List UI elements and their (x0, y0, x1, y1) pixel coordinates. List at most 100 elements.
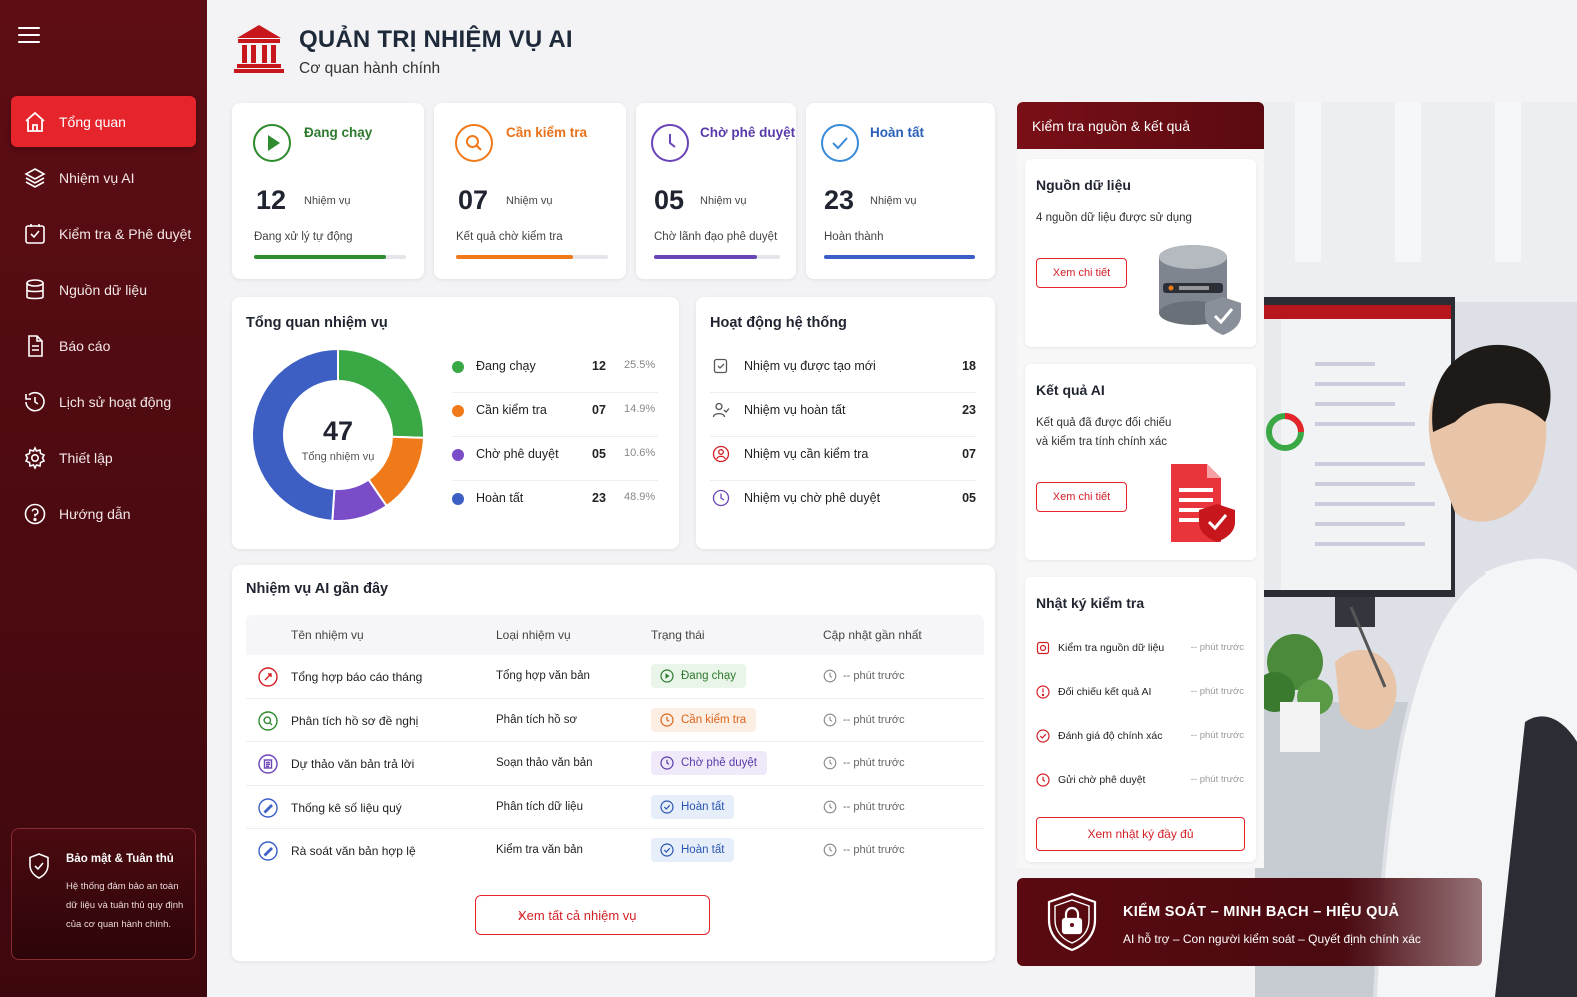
table-row[interactable]: Dự thảo văn bản trả lời Soạn thảo văn bả… (246, 742, 984, 786)
sidebar-item-reports[interactable]: Báo cáo (11, 320, 196, 371)
sidebar-item-data-sources[interactable]: Nguồn dữ liệu (11, 264, 196, 315)
column-header[interactable]: Tên nhiệm vụ (291, 628, 364, 642)
activity-label: Nhiệm vụ hoàn tất (744, 403, 845, 417)
activity-row: Nhiệm vụ chờ phê duyệt 05 (710, 481, 976, 525)
audit-log-label: Đối chiếu kết quả AI (1058, 686, 1151, 698)
activity-label: Nhiệm vụ cần kiểm tra (744, 447, 868, 461)
status-badge: Hoàn tất (651, 838, 734, 862)
audit-log-item[interactable]: Đánh giá độ chính xác -- phút trước (1036, 729, 1244, 773)
report-task-icon (258, 667, 278, 687)
legend-item-running: Đang chạy 12 25.5% (452, 349, 658, 393)
audit-log-item[interactable]: Đối chiếu kết quả AI -- phút trước (1036, 685, 1244, 729)
audit-log-label: Gửi chờ phê duyệt (1058, 774, 1145, 786)
data-source-title: Nguồn dữ liệu (1036, 177, 1131, 193)
shield-icon (28, 853, 50, 879)
office-photo (1255, 102, 1577, 997)
table-row[interactable]: Rà soát văn bản hợp lệ Kiểm tra văn bản … (246, 829, 984, 873)
recent-tasks-card: Nhiệm vụ AI gần đây Tên nhiệm vụ Loại nh… (232, 565, 995, 961)
updated-text: -- phút trước (843, 844, 905, 856)
view-full-log-button[interactable]: Xem nhật ký đầy đủ (1036, 817, 1245, 851)
column-header[interactable]: Trạng thái (651, 628, 705, 642)
updated-text: -- phút trước (843, 757, 905, 769)
column-header[interactable]: Cập nhật gần nhất (823, 628, 922, 642)
legend-percent: 14.9% (624, 403, 655, 415)
table-header: Tên nhiệm vụ Loại nhiệm vụ Trạng thái Cậ… (246, 615, 984, 655)
data-source-detail-button[interactable]: Xem chi tiết (1036, 258, 1127, 288)
menu-icon[interactable] (18, 27, 40, 43)
legend-value: 23 (592, 491, 606, 505)
overview-title: Tổng quan nhiệm vụ (246, 315, 388, 331)
legend-dot (452, 449, 464, 461)
play-icon (252, 123, 292, 163)
stat-card-done[interactable]: Hoàn tất 23 Nhiệm vụ Hoàn thành (806, 103, 995, 279)
lock-shield-icon (1045, 892, 1099, 952)
legend-dot (452, 405, 464, 417)
view-all-tasks-button[interactable]: Xem tất cả nhiệm vụ › (475, 895, 710, 935)
stat-value: 12 (256, 185, 286, 216)
updated-time: -- phút trước (823, 757, 905, 769)
task-type: Kiểm tra văn bản (496, 844, 583, 856)
stat-card-review[interactable]: Cần kiểm tra 07 Nhiệm vụ Kết quả chờ kiể… (434, 103, 626, 279)
updated-text: -- phút trước (843, 714, 905, 726)
stat-card-running[interactable]: Đang chạy 12 Nhiệm vụ Đang xử lý tự động (232, 103, 424, 279)
legend-item-done: Hoàn tất 23 48.9% (452, 481, 658, 525)
gear-icon (23, 446, 47, 470)
sidebar-item-overview[interactable]: Tổng quan (11, 96, 196, 147)
audit-log-label: Đánh giá độ chính xác (1058, 730, 1163, 742)
right-panel-title: Kiểm tra nguồn & kết quả (1032, 118, 1190, 134)
status-label: Hoàn tất (681, 801, 724, 813)
sidebar-item-history[interactable]: Lịch sử hoạt động (11, 376, 196, 427)
clock-icon (823, 800, 837, 814)
audit-log-time: -- phút trước (1191, 774, 1244, 785)
security-text-line: Hệ thống đảm bảo an toàn (66, 877, 185, 896)
clock-icon (660, 713, 674, 727)
home-icon (23, 110, 47, 134)
table-row[interactable]: Tổng hợp báo cáo tháng Tổng hợp văn bản … (246, 655, 984, 699)
page-title: QUẢN TRỊ NHIỆM VỤ AI (299, 26, 573, 54)
audit-log-card: Nhật ký kiểm tra Kiểm tra nguồn dữ liệu … (1025, 577, 1256, 862)
ai-result-detail-button[interactable]: Xem chi tiết (1036, 482, 1127, 512)
stat-desc: Kết quả chờ kiểm tra (456, 231, 563, 243)
table-row[interactable]: Phân tích hồ sơ đề nghị Phân tích hồ sơ … (246, 699, 984, 743)
status-label: Hoàn tất (681, 844, 724, 856)
user-alert-icon (712, 445, 730, 463)
check-circle-icon (660, 800, 674, 814)
ai-result-desc: Kết quả đã được đối chiếu và kiểm tra tí… (1036, 414, 1196, 452)
check-circle-icon (820, 123, 860, 163)
audit-log-item[interactable]: Gửi chờ phê duyệt -- phút trước (1036, 773, 1244, 817)
status-badge: Chờ phê duyệt (651, 751, 767, 775)
search-icon (454, 123, 494, 163)
chevron-right-icon: › (518, 907, 681, 923)
sidebar-item-review[interactable]: Kiểm tra & Phê duyệt (11, 208, 196, 259)
status-badge: Đang chạy (651, 664, 746, 688)
activity-row: Nhiệm vụ hoàn tất 23 (710, 393, 976, 437)
legend-label: Chờ phê duyệt (476, 447, 559, 461)
legend-percent: 25.5% (624, 359, 655, 371)
activity-row: Nhiệm vụ được tạo mới 18 (710, 349, 976, 393)
updated-time: -- phút trước (823, 670, 905, 682)
security-title: Bảo mật & Tuân thủ (66, 853, 185, 865)
ai-result-title: Kết quả AI (1036, 382, 1105, 398)
stat-title: Đang chạy (304, 125, 372, 140)
sidebar-item-ai-tasks[interactable]: Nhiệm vụ AI (11, 152, 196, 203)
updated-time: -- phút trước (823, 801, 905, 813)
clock-icon (823, 713, 837, 727)
sidebar-item-settings[interactable]: Thiết lập (11, 432, 196, 483)
activity-title: Hoạt động hệ thống (710, 315, 847, 331)
activity-value: 07 (962, 447, 976, 461)
audit-log-item[interactable]: Kiểm tra nguồn dữ liệu -- phút trước (1036, 641, 1244, 685)
statistics-task-icon (258, 798, 278, 818)
updated-text: -- phút trước (843, 801, 905, 813)
right-panel: Nguồn dữ liệu 4 nguồn dữ liệu được sử dụ… (1017, 149, 1264, 868)
task-type: Tổng hợp văn bản (496, 670, 590, 682)
stat-desc: Đang xử lý tự động (254, 231, 353, 243)
legend-value: 07 (592, 403, 606, 417)
table-row[interactable]: Thống kê số liệu quý Phân tích dữ liệu H… (246, 786, 984, 830)
stat-card-approval[interactable]: Chờ phê duyệt 05 Nhiệm vụ Chờ lãnh đạo p… (636, 103, 796, 279)
stat-unit: Nhiệm vụ (700, 195, 746, 207)
sidebar-item-help[interactable]: Hướng dẫn (11, 488, 196, 539)
column-header[interactable]: Loại nhiệm vụ (496, 628, 571, 642)
compare-icon (1036, 685, 1050, 699)
status-badge: Cần kiểm tra (651, 708, 756, 732)
legend-percent: 48.9% (624, 491, 655, 503)
